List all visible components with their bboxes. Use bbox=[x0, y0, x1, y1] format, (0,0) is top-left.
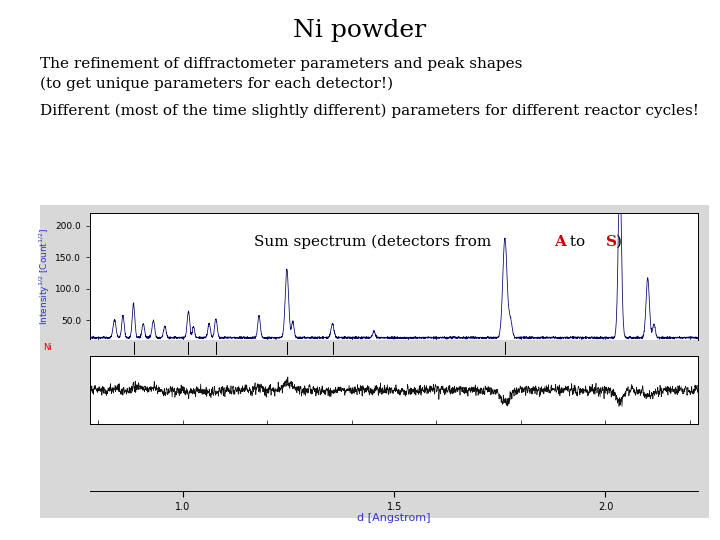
Text: to: to bbox=[564, 235, 590, 249]
Text: ): ) bbox=[616, 235, 622, 249]
Text: Ni powder: Ni powder bbox=[294, 19, 426, 42]
Text: Ni: Ni bbox=[43, 343, 52, 352]
Y-axis label: Intensity$^{1/2}$ [Count$^{1/2}$]: Intensity$^{1/2}$ [Count$^{1/2}$] bbox=[38, 228, 53, 326]
Text: S: S bbox=[606, 235, 617, 249]
Text: (to get unique parameters for each detector!): (to get unique parameters for each detec… bbox=[40, 77, 392, 91]
Text: The refinement of diffractometer parameters and peak shapes: The refinement of diffractometer paramet… bbox=[40, 57, 522, 71]
Text: A: A bbox=[554, 235, 566, 249]
Text: Different (most of the time slightly different) parameters for different reactor: Different (most of the time slightly dif… bbox=[40, 104, 698, 118]
X-axis label: d [Angstrom]: d [Angstrom] bbox=[357, 513, 431, 523]
Text: Sum spectrum (detectors from: Sum spectrum (detectors from bbox=[254, 235, 496, 249]
